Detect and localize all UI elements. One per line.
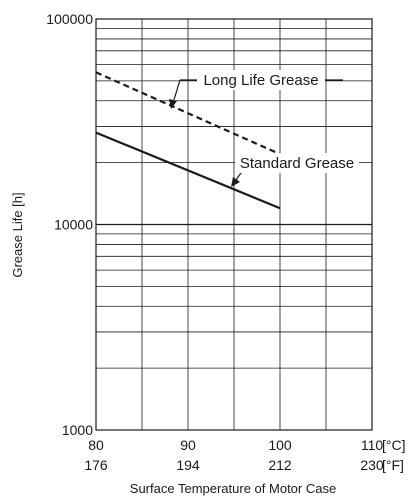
long-life-grease-label: Long Life Grease — [203, 72, 318, 89]
x-unit-fahrenheit: [°F] — [382, 457, 404, 473]
standard-label-bg — [235, 153, 359, 173]
series-line-long-life-grease — [95, 71, 281, 156]
y-tick-label: 100000 — [46, 11, 93, 27]
plot-frame — [95, 18, 373, 431]
x-tick-label-f: 230 — [360, 457, 384, 473]
long-life-label-bg — [197, 70, 325, 90]
x-tick-label-f: 176 — [84, 457, 108, 473]
standard-grease-label: Standard Grease — [240, 155, 354, 172]
y-tick-label: 1000 — [62, 422, 93, 438]
x-tick-label-c: 90 — [180, 437, 196, 453]
long-life-arrowhead — [169, 99, 177, 109]
y-tick-label: 10000 — [54, 217, 93, 233]
x-tick-label-c: 110 — [361, 437, 384, 453]
x-tick-label-f: 212 — [268, 457, 292, 473]
tick-labels: 80 176 90 194 100 212 110 230 [°C] [°F] 1000 10000 1… — [46, 11, 405, 473]
long-life-leader-arrow-line — [172, 79, 181, 104]
standard-arrowhead — [231, 177, 240, 187]
data-series — [95, 71, 281, 210]
x-unit-celsius: [°C] — [382, 437, 406, 453]
x-axis-title: Surface Temperature of Motor Case — [130, 481, 336, 496]
y-axis-title: Grease Life [h] — [10, 192, 25, 277]
x-tick-label-f: 194 — [176, 457, 200, 473]
x-tick-label-c: 100 — [268, 437, 292, 453]
x-tick-label-c: 80 — [88, 437, 104, 453]
series-line-standard-grease — [95, 131, 281, 210]
